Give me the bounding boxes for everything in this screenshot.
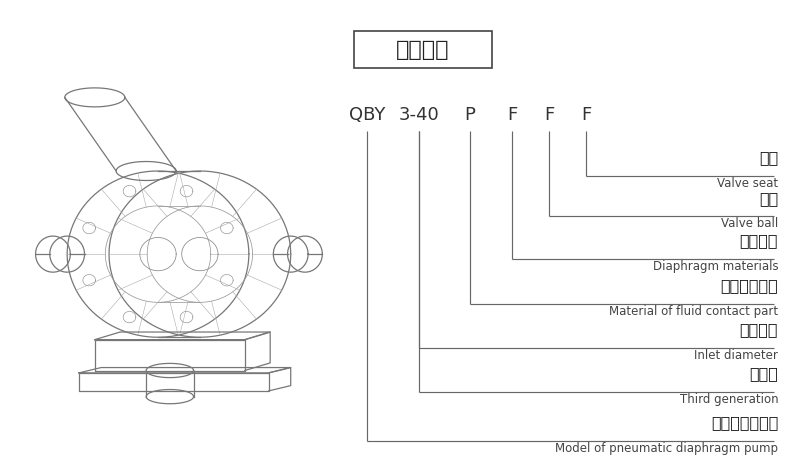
Text: Diaphragm materials: Diaphragm materials [653,260,778,273]
Text: 气动隔膜泵型号: 气动隔膜泵型号 [711,415,778,430]
Text: 3-40: 3-40 [398,105,439,124]
Text: Inlet diameter: Inlet diameter [694,349,778,361]
Text: F: F [507,105,517,124]
Text: 进料口径: 进料口径 [739,322,778,337]
Text: Model of pneumatic diaphragm pump: Model of pneumatic diaphragm pump [555,442,778,455]
Text: Valve ball: Valve ball [721,217,778,230]
Text: F: F [581,105,591,124]
Text: 第三代: 第三代 [749,366,778,381]
Text: F: F [544,105,554,124]
Text: 过流部件材质: 过流部件材质 [720,278,778,294]
Text: P: P [465,105,476,124]
Text: Third generation: Third generation [679,393,778,406]
Text: QBY: QBY [349,105,386,124]
Text: 阀球: 阀球 [759,190,778,206]
Text: 型号说明: 型号说明 [396,40,450,60]
Text: Valve seat: Valve seat [717,177,778,190]
FancyBboxPatch shape [354,31,491,68]
Text: 阀座: 阀座 [759,150,778,165]
Text: 隔膜材质: 隔膜材质 [739,233,778,248]
Text: Material of fluid contact part: Material of fluid contact part [609,305,778,318]
